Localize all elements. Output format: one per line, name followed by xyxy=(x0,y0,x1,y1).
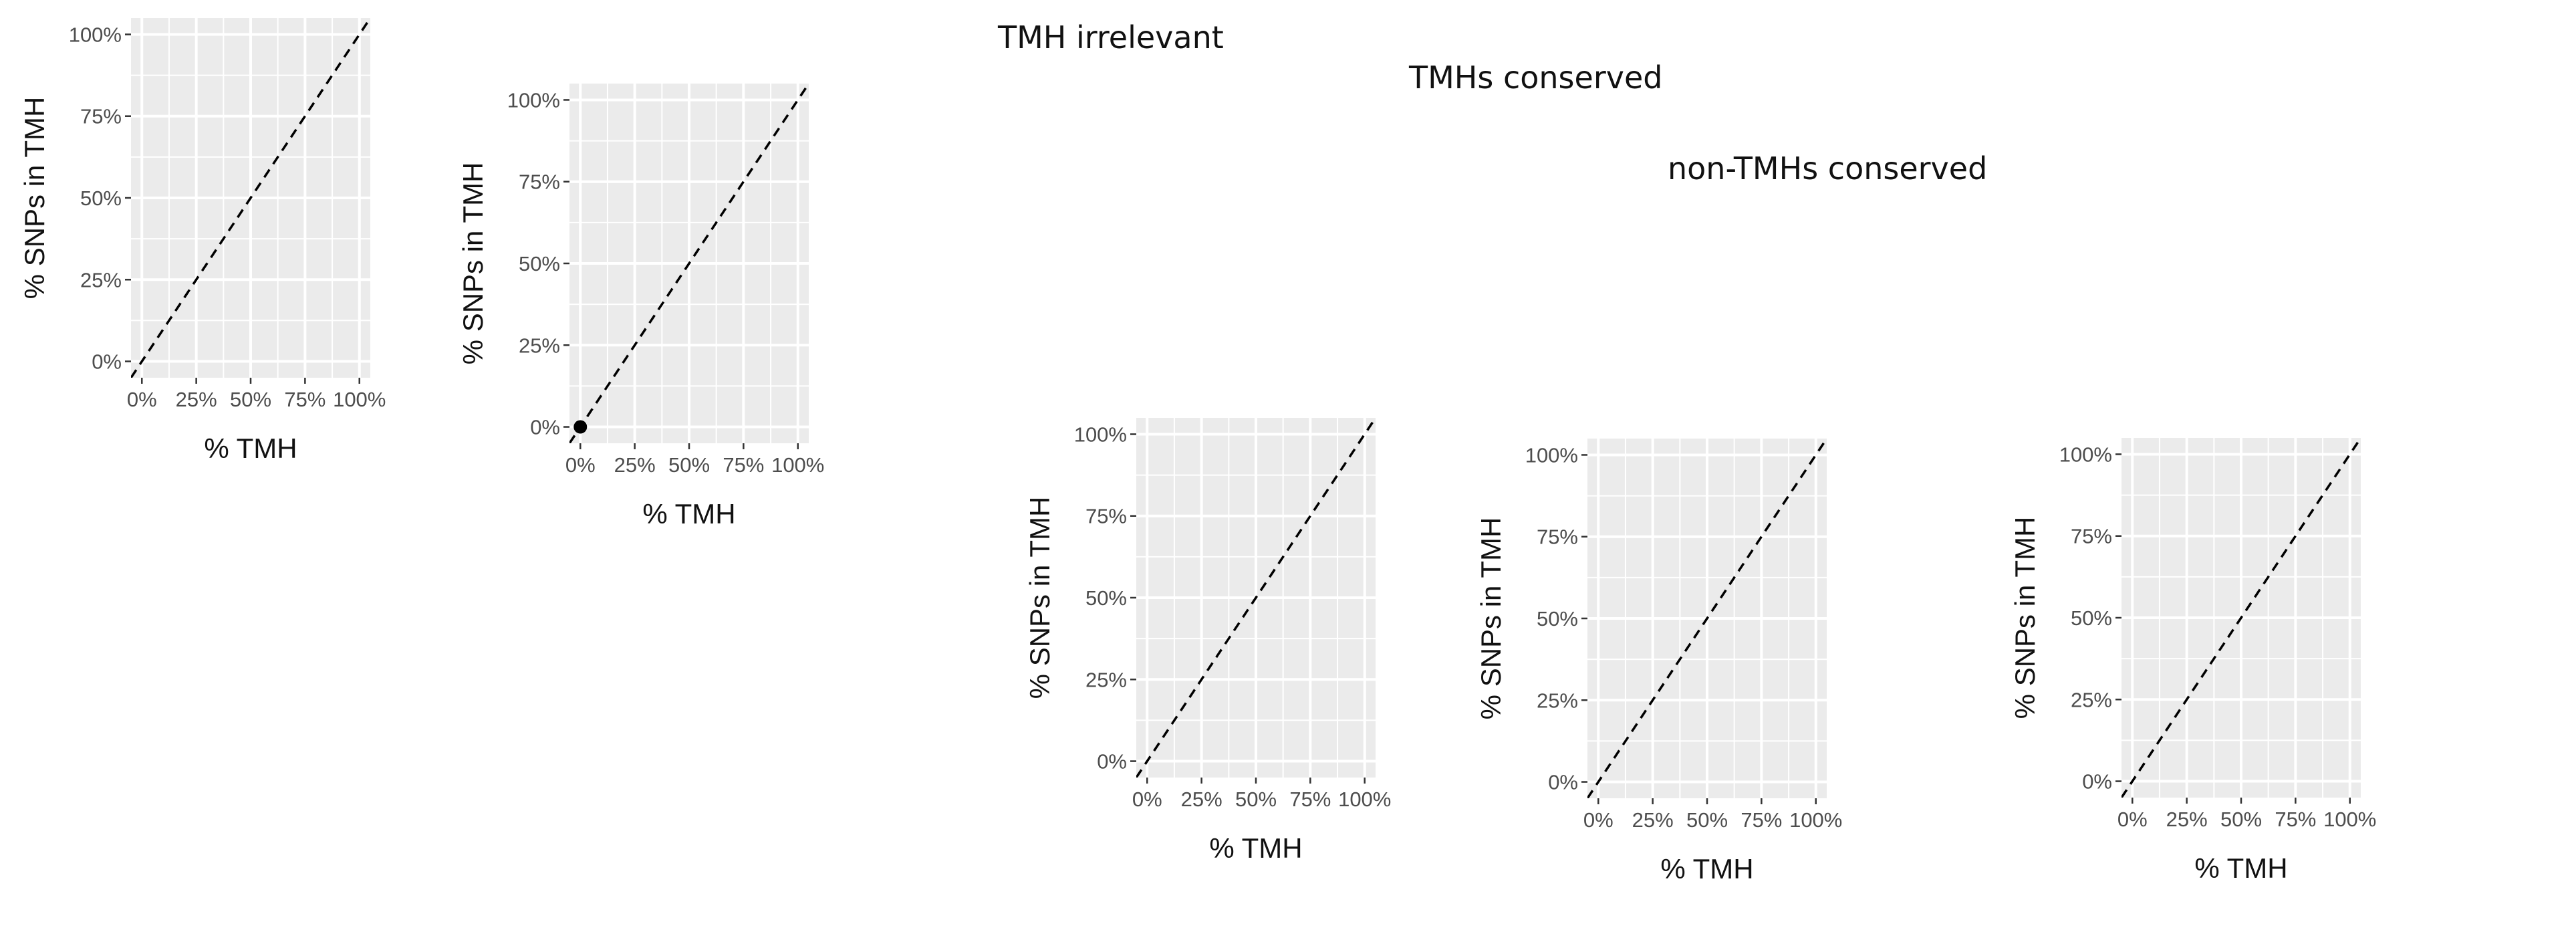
y-tick-label: 50% xyxy=(80,187,122,210)
x-tick-label: 75% xyxy=(723,453,764,477)
y-tick-label: 0% xyxy=(2082,770,2112,794)
y-tick-label: 0% xyxy=(92,350,122,374)
title-tmh-irrelevant: TMH irrelevant xyxy=(997,19,1224,55)
y-tick-label: 0% xyxy=(1097,750,1127,774)
x-tick-label: 100% xyxy=(771,453,824,477)
x-tick-label: 0% xyxy=(127,388,157,411)
x-tick-label: 100% xyxy=(1789,808,1842,832)
y-tick-label: 100% xyxy=(1074,423,1127,446)
y-tick-label: 100% xyxy=(507,88,560,112)
y-tick-label: 100% xyxy=(69,23,122,46)
y-tick-label: 75% xyxy=(80,105,122,128)
x-tick-label: 0% xyxy=(1132,788,1162,811)
y-axis-title: % SNPs in TMH xyxy=(2009,517,2041,719)
x-tick-label: 0% xyxy=(565,453,596,477)
y-tick-label: 100% xyxy=(2059,443,2112,466)
y-tick-label: 50% xyxy=(2071,606,2112,630)
x-tick-label: 100% xyxy=(1338,788,1391,811)
x-tick-label: 50% xyxy=(2220,808,2262,831)
y-tick-label: 25% xyxy=(80,268,122,291)
chart-panel-5: 0% 25% 50% 75% 100% 0% 25% 50% 75% 100% % TMH % SNP… xyxy=(2009,438,2376,884)
x-tick-label: 25% xyxy=(1632,808,1674,832)
y-tick-label: 50% xyxy=(1085,586,1127,610)
y-tick-label: 75% xyxy=(1085,505,1127,528)
chart-panel-2: 0% 25% 50% 75% 100% 0% 25% 50% 75% 100% % TMH % SNP… xyxy=(457,84,824,529)
x-tick-label: 75% xyxy=(284,388,326,411)
chart-panel-4: 0% 25% 50% 75% 100% 0% 25% 50% 75% 100% % TMH % SNP… xyxy=(1475,439,1842,885)
x-tick-label: 75% xyxy=(1289,788,1331,811)
y-tick-label: 75% xyxy=(1537,525,1578,549)
x-axis-title: % TMH xyxy=(1209,832,1302,864)
y-tick-label: 75% xyxy=(519,170,560,194)
panels: 0% 25% 50% 75% 100% 0% 25% 50% 75% 100% % TMH % SNP… xyxy=(19,18,2376,885)
y-tick-label: 0% xyxy=(1548,771,1578,794)
x-tick-label: 50% xyxy=(668,453,710,477)
chart-panel-3: 0% 25% 50% 75% 100% 0% 25% 50% 75% 100% % TMH % SNP… xyxy=(1024,418,1391,864)
x-tick-label: 0% xyxy=(1583,808,1614,832)
y-tick-label: 25% xyxy=(2071,688,2112,711)
chart-panel-1: 0% 25% 50% 75% 100% 0% 25% 50% 75% 100% % TMH % SNP… xyxy=(19,18,386,464)
y-axis-title: % SNPs in TMH xyxy=(19,97,50,300)
x-tick-label: 25% xyxy=(1181,788,1222,811)
x-tick-label: 25% xyxy=(2166,808,2208,831)
y-tick-label: 25% xyxy=(1085,668,1127,691)
x-tick-label: 50% xyxy=(1686,808,1728,832)
title-tmhs-conserved: TMHs conserved xyxy=(1408,60,1662,96)
x-tick-label: 100% xyxy=(333,388,386,411)
y-tick-label: 25% xyxy=(519,334,560,357)
x-axis-title: % TMH xyxy=(2194,852,2287,884)
y-axis-title: % SNPs in TMH xyxy=(1475,517,1507,720)
y-tick-label: 25% xyxy=(1537,689,1578,712)
x-axis-title: % TMH xyxy=(642,498,735,529)
x-tick-label: 25% xyxy=(614,453,656,477)
title-non-tmhs-conserved: non-TMHs conserved xyxy=(1668,150,1987,187)
y-tick-label: 50% xyxy=(1537,607,1578,630)
x-tick-label: 50% xyxy=(1235,788,1277,811)
reference-line xyxy=(2121,438,2361,798)
data-point xyxy=(573,420,588,434)
x-tick-label: 100% xyxy=(2323,808,2376,831)
reference-line xyxy=(1587,439,1827,798)
y-axis-title: % SNPs in TMH xyxy=(1024,497,1055,699)
y-axis-title: % SNPs in TMH xyxy=(457,162,489,365)
x-tick-label: 75% xyxy=(1741,808,1782,832)
y-tick-label: 75% xyxy=(2071,525,2112,548)
y-tick-label: 50% xyxy=(519,252,560,275)
y-tick-label: 100% xyxy=(1525,443,1578,467)
x-axis-title: % TMH xyxy=(204,433,297,464)
reference-line xyxy=(1136,418,1376,778)
y-tick-label: 0% xyxy=(530,416,560,439)
reference-line xyxy=(569,84,809,443)
x-tick-label: 50% xyxy=(230,388,271,411)
x-tick-label: 25% xyxy=(176,388,217,411)
x-tick-label: 75% xyxy=(2275,808,2316,831)
reference-line xyxy=(131,18,370,378)
x-tick-label: 0% xyxy=(2117,808,2148,831)
x-axis-title: % TMH xyxy=(1660,853,1753,885)
